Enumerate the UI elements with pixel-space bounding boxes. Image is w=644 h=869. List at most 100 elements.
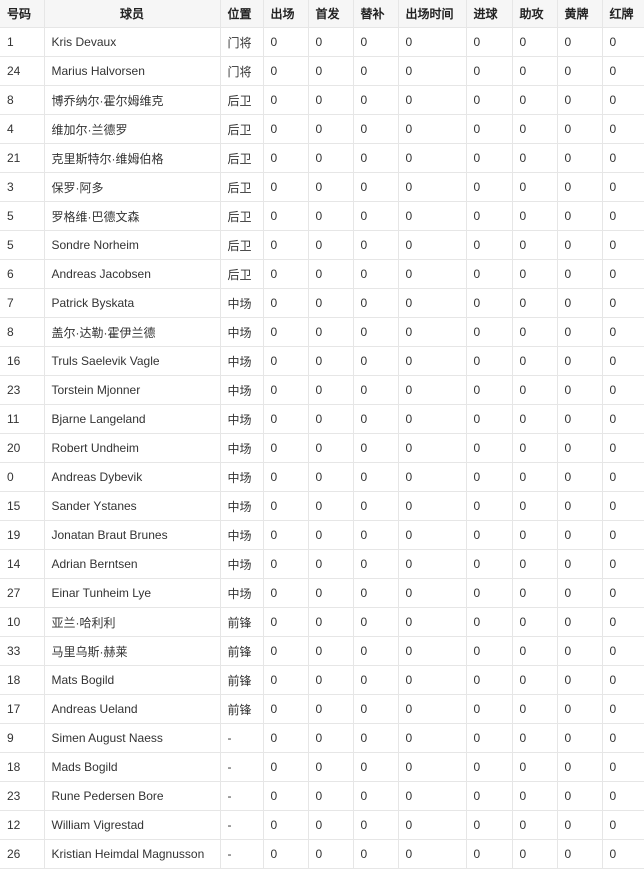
stat-minutes: 0	[397, 549, 467, 579]
stat-appearances: 0	[262, 56, 309, 86]
player-position: 前锋	[219, 694, 264, 724]
player-name: Andreas Jacobsen	[43, 259, 221, 289]
player-position: -	[219, 752, 264, 782]
player-position: 中场	[219, 346, 264, 376]
stat-substitutes: 0	[352, 520, 399, 550]
table-row: 8 盖尔·达勒·霍伊兰德 中场 0 0 0 0 0 0 0 0	[0, 317, 644, 347]
stat-goals: 0	[465, 404, 513, 434]
player-name: 盖尔·达勒·霍伊兰德	[43, 317, 221, 347]
stat-substitutes: 0	[352, 752, 399, 782]
player-position: 中场	[219, 433, 264, 463]
stat-minutes: 0	[397, 462, 467, 492]
stat-red-cards: 0	[601, 433, 644, 463]
player-name: Marius Halvorsen	[43, 56, 221, 86]
player-name: Torstein Mjonner	[43, 375, 221, 405]
stat-yellow-cards: 0	[556, 694, 603, 724]
player-name: Robert Undheim	[43, 433, 221, 463]
player-position: 后卫	[219, 259, 264, 289]
stat-goals: 0	[465, 694, 513, 724]
stat-yellow-cards: 0	[556, 752, 603, 782]
stat-starts: 0	[307, 839, 354, 869]
stat-yellow-cards: 0	[556, 27, 603, 57]
stat-starts: 0	[307, 607, 354, 637]
player-name: William Vigrestad	[43, 810, 221, 840]
stat-assists: 0	[511, 839, 558, 869]
stat-assists: 0	[511, 114, 558, 144]
player-number: 0	[0, 462, 45, 492]
stat-appearances: 0	[262, 114, 309, 144]
table-row: 8 博乔纳尔·霍尔姆维克 后卫 0 0 0 0 0 0 0 0	[0, 85, 644, 115]
stat-appearances: 0	[262, 520, 309, 550]
stat-substitutes: 0	[352, 839, 399, 869]
stat-goals: 0	[465, 520, 513, 550]
stat-yellow-cards: 0	[556, 549, 603, 579]
stat-minutes: 0	[397, 56, 467, 86]
player-number: 15	[0, 491, 45, 521]
stat-starts: 0	[307, 85, 354, 115]
stat-assists: 0	[511, 143, 558, 173]
stat-starts: 0	[307, 143, 354, 173]
stat-substitutes: 0	[352, 230, 399, 260]
table-header-row: 号码 球员 位置 出场 首发 替补 出场时间 进球 助攻 黄牌 红牌	[0, 0, 644, 28]
stat-minutes: 0	[397, 839, 467, 869]
stat-minutes: 0	[397, 578, 467, 608]
stat-minutes: 0	[397, 114, 467, 144]
stat-starts: 0	[307, 375, 354, 405]
stat-goals: 0	[465, 723, 513, 753]
stat-assists: 0	[511, 607, 558, 637]
player-number: 23	[0, 781, 45, 811]
stat-assists: 0	[511, 462, 558, 492]
stat-starts: 0	[307, 56, 354, 86]
stat-red-cards: 0	[601, 491, 644, 521]
stat-goals: 0	[465, 607, 513, 637]
stat-yellow-cards: 0	[556, 636, 603, 666]
stat-yellow-cards: 0	[556, 520, 603, 550]
table-row: 16 Truls Saelevik Vagle 中场 0 0 0 0 0 0 0 0	[0, 346, 644, 376]
player-name: Mads Bogild	[43, 752, 221, 782]
player-number: 14	[0, 549, 45, 579]
stat-yellow-cards: 0	[556, 172, 603, 202]
table-row: 10 亚兰·哈利利 前锋 0 0 0 0 0 0 0 0	[0, 607, 644, 637]
stat-yellow-cards: 0	[556, 578, 603, 608]
stat-substitutes: 0	[352, 781, 399, 811]
stat-goals: 0	[465, 172, 513, 202]
stat-goals: 0	[465, 375, 513, 405]
stat-red-cards: 0	[601, 578, 644, 608]
stat-yellow-cards: 0	[556, 317, 603, 347]
stat-substitutes: 0	[352, 56, 399, 86]
stat-red-cards: 0	[601, 752, 644, 782]
stat-yellow-cards: 0	[556, 201, 603, 231]
table-row: 17 Andreas Ueland 前锋 0 0 0 0 0 0 0 0	[0, 694, 644, 724]
player-name: Simen August Naess	[43, 723, 221, 753]
stat-starts: 0	[307, 462, 354, 492]
stat-goals: 0	[465, 346, 513, 376]
stat-substitutes: 0	[352, 462, 399, 492]
header-goals: 进球	[465, 0, 513, 28]
stat-red-cards: 0	[601, 317, 644, 347]
header-position: 位置	[219, 0, 264, 28]
player-number: 8	[0, 85, 45, 115]
table-row: 21 克里斯特尔·维姆伯格 后卫 0 0 0 0 0 0 0 0	[0, 143, 644, 173]
player-number: 12	[0, 810, 45, 840]
stat-goals: 0	[465, 665, 513, 695]
stat-assists: 0	[511, 578, 558, 608]
table-row: 3 保罗·阿多 后卫 0 0 0 0 0 0 0 0	[0, 172, 644, 202]
player-name: 维加尔·兰德罗	[43, 114, 221, 144]
stat-substitutes: 0	[352, 346, 399, 376]
stat-assists: 0	[511, 636, 558, 666]
player-name: Einar Tunheim Lye	[43, 578, 221, 608]
stat-assists: 0	[511, 665, 558, 695]
stat-yellow-cards: 0	[556, 723, 603, 753]
player-position: 后卫	[219, 201, 264, 231]
player-number: 1	[0, 27, 45, 57]
player-position: 中场	[219, 462, 264, 492]
player-number: 11	[0, 404, 45, 434]
stat-red-cards: 0	[601, 230, 644, 260]
player-name: Rune Pedersen Bore	[43, 781, 221, 811]
stat-yellow-cards: 0	[556, 56, 603, 86]
player-position: 中场	[219, 549, 264, 579]
player-name: Adrian Berntsen	[43, 549, 221, 579]
player-position: 中场	[219, 288, 264, 318]
stat-starts: 0	[307, 810, 354, 840]
